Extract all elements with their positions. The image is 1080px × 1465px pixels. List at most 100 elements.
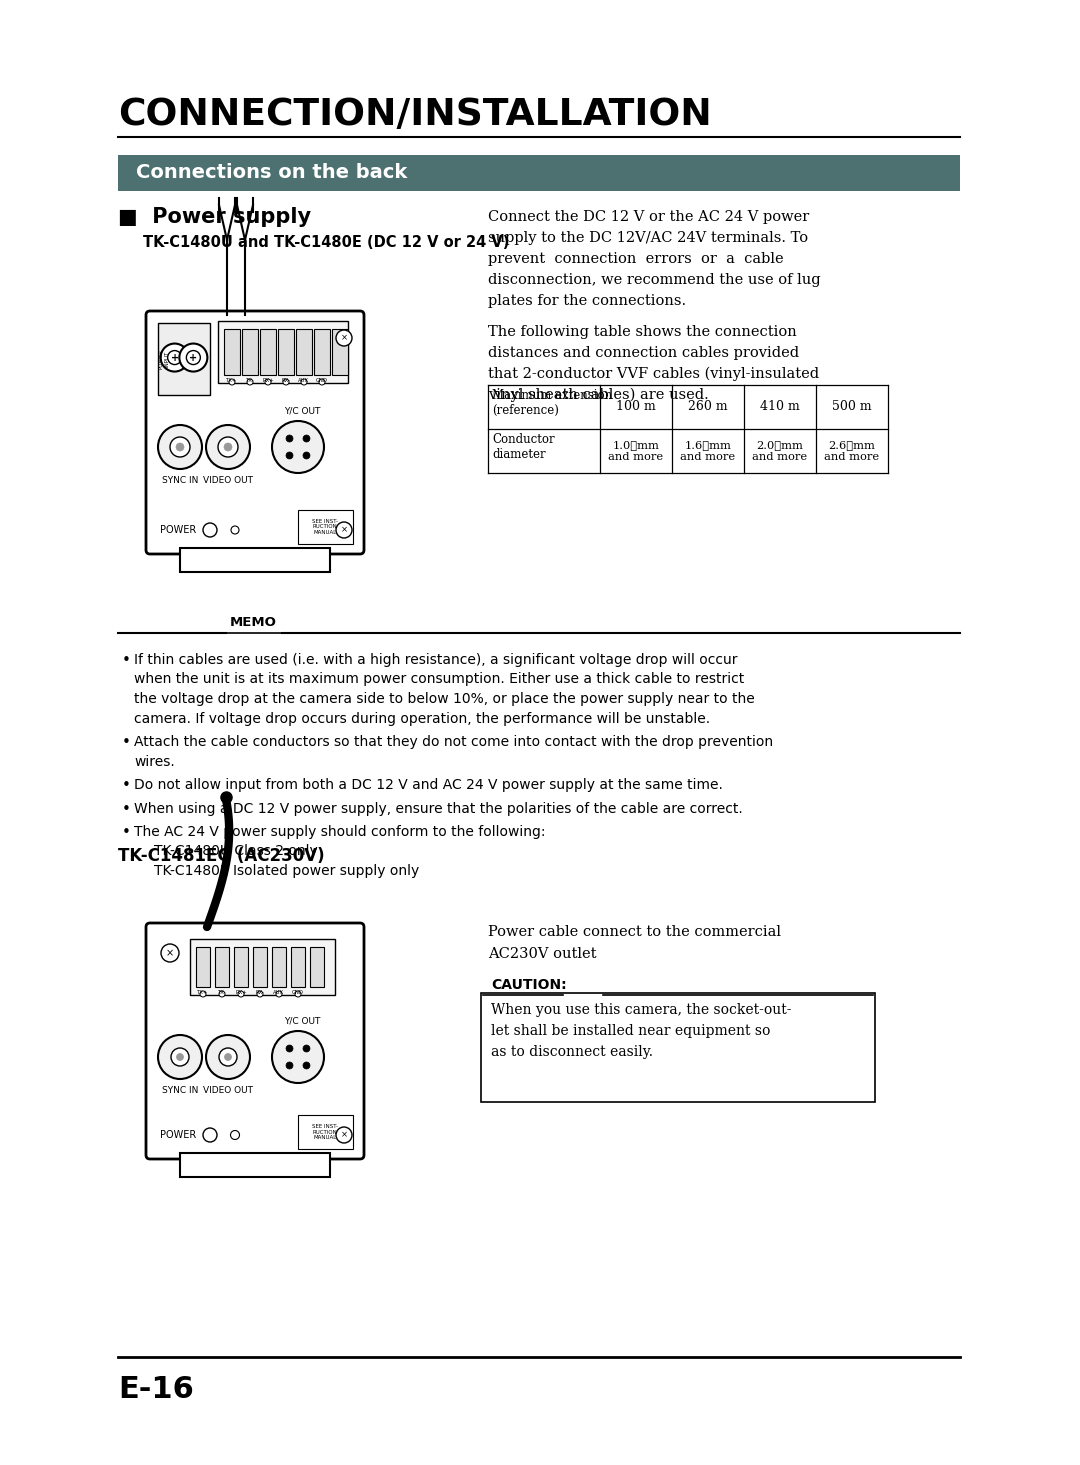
Bar bbox=[260, 330, 276, 375]
Text: VIDEO OUT: VIDEO OUT bbox=[203, 1086, 253, 1094]
Bar bbox=[298, 1115, 353, 1149]
Text: disconnection, we recommend the use of lug: disconnection, we recommend the use of l… bbox=[488, 272, 821, 287]
Circle shape bbox=[286, 1062, 293, 1069]
Text: vinyl sheath cables) are used.: vinyl sheath cables) are used. bbox=[488, 388, 708, 403]
Circle shape bbox=[247, 379, 253, 385]
Text: TX+: TX+ bbox=[198, 990, 208, 995]
Circle shape bbox=[161, 943, 179, 963]
Circle shape bbox=[206, 1034, 249, 1080]
Text: prevent  connection  errors  or  a  cable: prevent connection errors or a cable bbox=[488, 252, 784, 267]
Text: TK-C1480U Class 2 only: TK-C1480U Class 2 only bbox=[154, 844, 318, 858]
Circle shape bbox=[206, 425, 249, 469]
Text: Connections on the back: Connections on the back bbox=[136, 164, 407, 183]
Bar bbox=[291, 946, 305, 987]
Text: When using a DC 12 V power supply, ensure that the polarities of the cable are c: When using a DC 12 V power supply, ensur… bbox=[134, 801, 743, 816]
Bar bbox=[272, 946, 286, 987]
Circle shape bbox=[161, 344, 189, 372]
Text: ×: × bbox=[166, 948, 174, 958]
Text: 2.6∅mm
and more: 2.6∅mm and more bbox=[824, 440, 879, 461]
Text: 2.0∅mm
and more: 2.0∅mm and more bbox=[753, 440, 808, 461]
Circle shape bbox=[224, 442, 232, 451]
Text: CAUTION:: CAUTION: bbox=[491, 979, 567, 992]
Bar bbox=[224, 330, 240, 375]
Text: 500 m: 500 m bbox=[833, 400, 872, 413]
Text: Do not allow input from both a DC 12 V and AC 24 V power supply at the same time: Do not allow input from both a DC 12 V a… bbox=[134, 778, 723, 793]
Text: TK-C1480U and TK-C1480E (DC 12 V or 24 V): TK-C1480U and TK-C1480E (DC 12 V or 24 V… bbox=[143, 234, 510, 251]
Text: AUX: AUX bbox=[273, 990, 284, 995]
Text: AC230V outlet: AC230V outlet bbox=[488, 946, 596, 961]
Circle shape bbox=[303, 435, 310, 442]
Text: E-16: E-16 bbox=[118, 1376, 194, 1403]
Bar bbox=[253, 946, 267, 987]
Text: SEE INST-
RUCTION
MANUAL: SEE INST- RUCTION MANUAL bbox=[312, 1124, 338, 1140]
Circle shape bbox=[218, 437, 238, 457]
Text: When you use this camera, the socket-out-: When you use this camera, the socket-out… bbox=[491, 1004, 792, 1017]
Text: the voltage drop at the camera side to below 10%, or place the power supply near: the voltage drop at the camera side to b… bbox=[134, 691, 755, 706]
Bar bbox=[298, 510, 353, 544]
Bar bbox=[158, 322, 210, 396]
Bar bbox=[296, 330, 312, 375]
Circle shape bbox=[272, 420, 324, 473]
Text: RX-: RX- bbox=[256, 990, 265, 995]
Circle shape bbox=[158, 1034, 202, 1080]
Text: RX+: RX+ bbox=[262, 378, 274, 382]
Circle shape bbox=[272, 1031, 324, 1083]
Text: The AC 24 V power supply should conform to the following:: The AC 24 V power supply should conform … bbox=[134, 825, 545, 839]
Text: +: + bbox=[189, 353, 198, 362]
Text: Attach the cable conductors so that they do not come into contact with the drop : Attach the cable conductors so that they… bbox=[134, 735, 773, 749]
Circle shape bbox=[286, 1045, 293, 1052]
Text: MEMO: MEMO bbox=[230, 615, 276, 628]
Bar bbox=[314, 330, 330, 375]
Text: •: • bbox=[122, 735, 131, 750]
Circle shape bbox=[303, 1062, 310, 1069]
Text: ×: × bbox=[340, 334, 348, 343]
Text: that 2-conductor VVF cables (vinyl-insulated: that 2-conductor VVF cables (vinyl-insul… bbox=[488, 368, 819, 381]
Circle shape bbox=[336, 522, 352, 538]
Bar bbox=[190, 939, 335, 995]
Text: GND: GND bbox=[316, 378, 328, 382]
Text: let shall be installed near equipment so: let shall be installed near equipment so bbox=[491, 1024, 770, 1039]
Circle shape bbox=[203, 523, 217, 538]
Circle shape bbox=[167, 350, 181, 365]
FancyBboxPatch shape bbox=[481, 993, 875, 1102]
Text: TK-C1481EG (AC230V): TK-C1481EG (AC230V) bbox=[118, 847, 325, 864]
Text: Conductor
diameter: Conductor diameter bbox=[492, 434, 555, 461]
Circle shape bbox=[158, 425, 202, 469]
Text: VIDEO OUT: VIDEO OUT bbox=[203, 476, 253, 485]
Circle shape bbox=[231, 526, 239, 535]
Circle shape bbox=[200, 990, 206, 998]
Text: Power cable connect to the commercial: Power cable connect to the commercial bbox=[488, 924, 781, 939]
Bar bbox=[195, 946, 210, 987]
Text: GND: GND bbox=[292, 990, 303, 995]
Circle shape bbox=[203, 1128, 217, 1143]
Bar bbox=[234, 946, 248, 987]
Circle shape bbox=[303, 1045, 310, 1052]
Circle shape bbox=[219, 990, 225, 998]
Bar bbox=[310, 946, 324, 987]
Text: camera. If voltage drop occurs during operation, the performance will be unstabl: camera. If voltage drop occurs during op… bbox=[134, 712, 711, 725]
Circle shape bbox=[276, 990, 282, 998]
Text: distances and connection cables provided: distances and connection cables provided bbox=[488, 346, 799, 360]
Circle shape bbox=[171, 1047, 189, 1067]
Circle shape bbox=[187, 350, 201, 365]
Text: CONNECTION/INSTALLATION: CONNECTION/INSTALLATION bbox=[118, 97, 712, 133]
Circle shape bbox=[283, 379, 289, 385]
Text: TX-: TX- bbox=[246, 378, 254, 382]
Text: 410 m: 410 m bbox=[760, 400, 800, 413]
Circle shape bbox=[336, 330, 352, 346]
Text: POWER: POWER bbox=[160, 524, 197, 535]
Text: ×: × bbox=[340, 526, 348, 535]
Text: ×: × bbox=[340, 1131, 348, 1140]
Text: SYNC IN: SYNC IN bbox=[162, 476, 199, 485]
Bar bbox=[278, 330, 294, 375]
Text: RX+: RX+ bbox=[235, 990, 247, 995]
Circle shape bbox=[286, 435, 293, 442]
Text: 1.6∅mm
and more: 1.6∅mm and more bbox=[680, 440, 735, 461]
Text: The following table shows the connection: The following table shows the connection bbox=[488, 325, 797, 338]
Text: Maximum extension
(reference): Maximum extension (reference) bbox=[492, 390, 612, 418]
Bar bbox=[180, 548, 330, 571]
Text: Y/C OUT: Y/C OUT bbox=[284, 1017, 321, 1026]
FancyBboxPatch shape bbox=[146, 923, 364, 1159]
Text: TX-: TX- bbox=[218, 990, 226, 995]
Bar bbox=[218, 321, 348, 382]
